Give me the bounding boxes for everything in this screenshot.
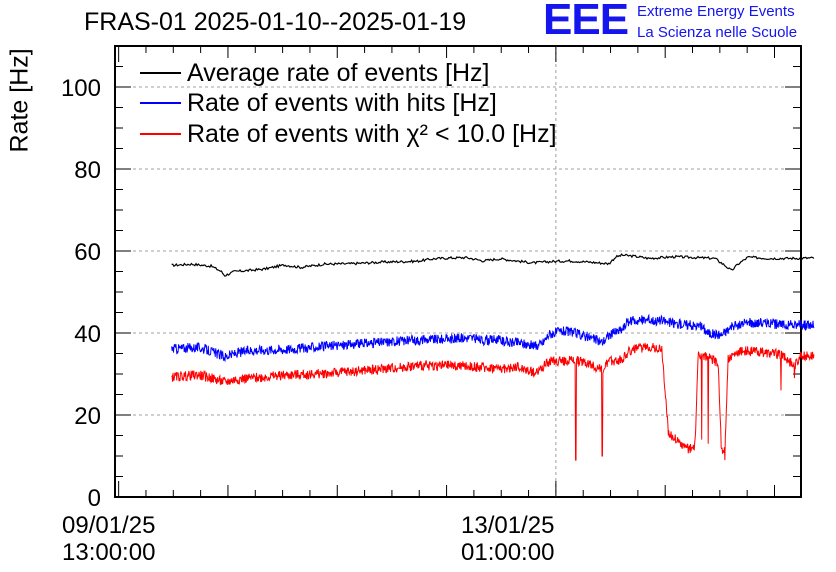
series-line-1: [171, 313, 815, 363]
legend-label-chi2: Rate of events with χ² < 10.0 [Hz]: [187, 120, 557, 148]
y-tick-labels: 0 20 40 60 80 100: [61, 75, 101, 512]
y-axis-label: Rate [Hz]: [5, 48, 34, 153]
logo-caption-line2: La Scienza nelle Scuole: [637, 24, 798, 41]
x-tick-time: 01:00:00: [461, 539, 555, 566]
y-tick-label: 80: [74, 157, 101, 184]
eee-logo: EEE: [543, 0, 629, 44]
series-line-0: [171, 253, 815, 277]
grid: [115, 46, 801, 497]
y-tick-label: 20: [74, 403, 101, 430]
legend-label-average: Average rate of events [Hz]: [187, 59, 490, 87]
y-tick-label: 100: [61, 75, 101, 102]
x-tick-label-mid: 13/01/25 01:00:00: [461, 512, 554, 566]
x-tick-label-start: 09/01/25 13:00:00: [62, 512, 155, 566]
y-tick-label: 40: [74, 321, 101, 348]
legend: [140, 72, 181, 135]
x-tick-date: 13/01/25: [461, 512, 555, 539]
chart-title: FRAS-01 2025-01-10--2025-01-19: [84, 8, 467, 36]
legend-label-hits: Rate of events with hits [Hz]: [187, 89, 497, 117]
logo-caption-line1: Extreme Energy Events: [637, 3, 795, 20]
series-line-2: [171, 342, 815, 461]
y-tick-label: 60: [74, 239, 101, 266]
axis-ticks: [115, 46, 801, 498]
y-tick-label: 0: [88, 485, 101, 512]
series-lines: [171, 253, 815, 461]
x-tick-date: 09/01/25: [62, 512, 156, 539]
x-tick-time: 13:00:00: [62, 539, 156, 566]
